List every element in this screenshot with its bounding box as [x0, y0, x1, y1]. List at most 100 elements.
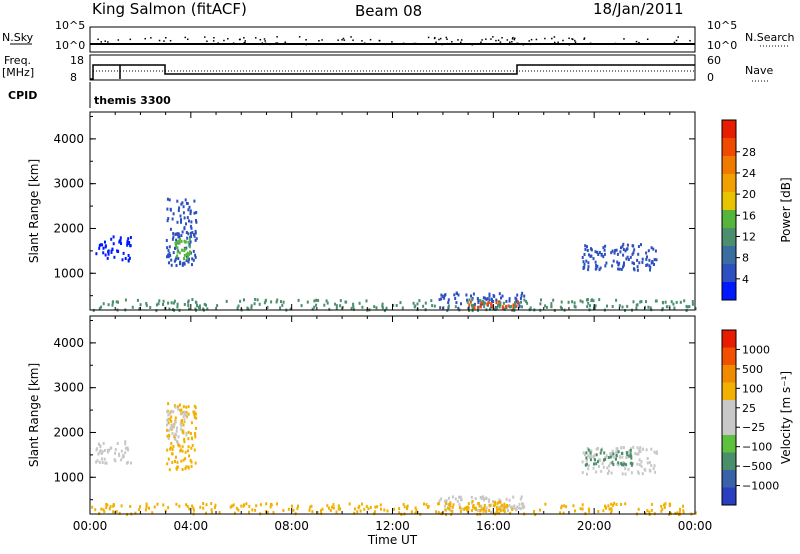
- colorbar-tick-label: 8: [742, 252, 749, 265]
- freq-unit-label: [MHz]: [2, 66, 34, 79]
- nsearch-point: [562, 39, 564, 42]
- nsearch-point: [571, 38, 573, 40]
- scatter-cell: [414, 506, 417, 510]
- scatter-cell: [508, 498, 511, 502]
- x-axis-label: Time UT: [367, 533, 418, 547]
- scatter-cell: [598, 268, 601, 272]
- scatter-cell: [439, 306, 442, 310]
- scatter-cell: [188, 507, 191, 511]
- scatter-cell: [499, 303, 502, 307]
- scatter-cell: [181, 468, 184, 471]
- scatter-cell: [250, 306, 253, 310]
- scatter-cell: [311, 510, 314, 514]
- scatter-cell: [169, 254, 172, 257]
- scatter-cell: [679, 300, 682, 304]
- scatter-cell: [502, 505, 505, 509]
- colorbar-tick-label: 25: [742, 402, 756, 415]
- scatter-cell: [185, 255, 188, 259]
- scatter-cell: [174, 405, 177, 409]
- power-panel: 1000 2000 3000 4000 Slant Range [km] 4 8 12 16 20…: [27, 111, 793, 313]
- scatter-cell: [597, 253, 600, 256]
- scatter-cell: [182, 423, 185, 427]
- scatter-cell: [592, 257, 595, 261]
- scatter-cell: [622, 253, 625, 257]
- scatter-cell: [361, 502, 363, 506]
- scatter-cell: [502, 306, 505, 310]
- scatter-cell: [586, 245, 588, 249]
- scatter-cell: [483, 506, 486, 509]
- scatter-cell: [188, 307, 190, 311]
- nsearch-point: [244, 41, 246, 44]
- scatter-cell: [652, 247, 655, 251]
- scatter-cell: [395, 304, 398, 307]
- scatter-cell: [631, 462, 634, 466]
- scatter-cell: [661, 507, 664, 511]
- scatter-cell: [545, 305, 548, 309]
- scatter-cell: [243, 298, 245, 302]
- scatter-cell: [454, 297, 457, 300]
- scatter-cell: [443, 294, 446, 298]
- scatter-cell: [476, 508, 479, 512]
- scatter-cell: [604, 456, 607, 460]
- scatter-cell: [352, 302, 355, 306]
- scatter-cell: [108, 507, 111, 511]
- scatter-cell: [264, 299, 267, 303]
- scatter-cell: [586, 305, 589, 309]
- scatter-cell: [126, 447, 129, 451]
- scatter-cell: [202, 307, 205, 311]
- scatter-cell: [166, 418, 169, 422]
- scatter-cell: [608, 469, 610, 473]
- scatter-cell: [602, 255, 605, 259]
- scatter-cell: [186, 236, 189, 240]
- scatter-cell: [586, 249, 589, 252]
- scatter-cell: [186, 216, 189, 220]
- scatter-cell: [174, 420, 177, 424]
- scatter-cell: [185, 405, 188, 409]
- scatter-cell: [104, 253, 107, 257]
- scatter-cell: [171, 409, 173, 413]
- scatter-cell: [647, 305, 650, 309]
- scatter-cell: [334, 302, 337, 306]
- nsearch-point: [223, 39, 225, 42]
- scatter-cell: [180, 220, 182, 224]
- nsearch-point: [513, 38, 516, 41]
- scatter-cell: [691, 300, 694, 303]
- scatter-cell: [581, 471, 584, 475]
- scatter-cell: [607, 456, 610, 459]
- scatter-cell: [664, 502, 667, 506]
- scatter-cell: [603, 451, 606, 455]
- scatter-cell: [629, 447, 632, 451]
- scatter-cell: [281, 303, 284, 307]
- scatter-cell: [131, 305, 134, 309]
- scatter-cell: [418, 299, 421, 303]
- scatter-cell: [172, 445, 175, 448]
- scatter-cell: [612, 259, 615, 263]
- scatter-cell: [626, 247, 629, 251]
- scatter-cell: [166, 423, 168, 427]
- nsearch-point: [341, 39, 343, 41]
- scatter-cell: [102, 251, 105, 255]
- scatter-cell: [590, 254, 593, 258]
- scatter-cell: [619, 456, 622, 459]
- scatter-cell: [488, 294, 491, 298]
- y-tick-label: 4000: [53, 132, 84, 146]
- scatter-cell: [458, 503, 461, 507]
- scatter-cell: [454, 305, 457, 309]
- scatter-cell: [167, 429, 170, 433]
- scatter-cell: [586, 298, 589, 301]
- scatter-cell: [193, 234, 196, 238]
- scatter-cell: [185, 414, 188, 418]
- scatter-cell: [118, 240, 121, 244]
- scatter-cell: [503, 504, 506, 508]
- scatter-cell: [124, 298, 127, 302]
- scatter-cell: [499, 500, 502, 504]
- scatter-cell: [625, 451, 628, 455]
- scatter-cell: [514, 301, 516, 305]
- scatter-cell: [373, 305, 376, 309]
- scatter-cell: [289, 307, 292, 311]
- scatter-cell: [544, 304, 547, 308]
- scatter-cell: [189, 240, 192, 244]
- velocity-panel: 1000 2000 3000 4000 00:00 04:00 08:00 12:00 16:0…: [27, 315, 793, 547]
- scatter-cell: [110, 237, 113, 241]
- scatter-cell: [498, 511, 501, 515]
